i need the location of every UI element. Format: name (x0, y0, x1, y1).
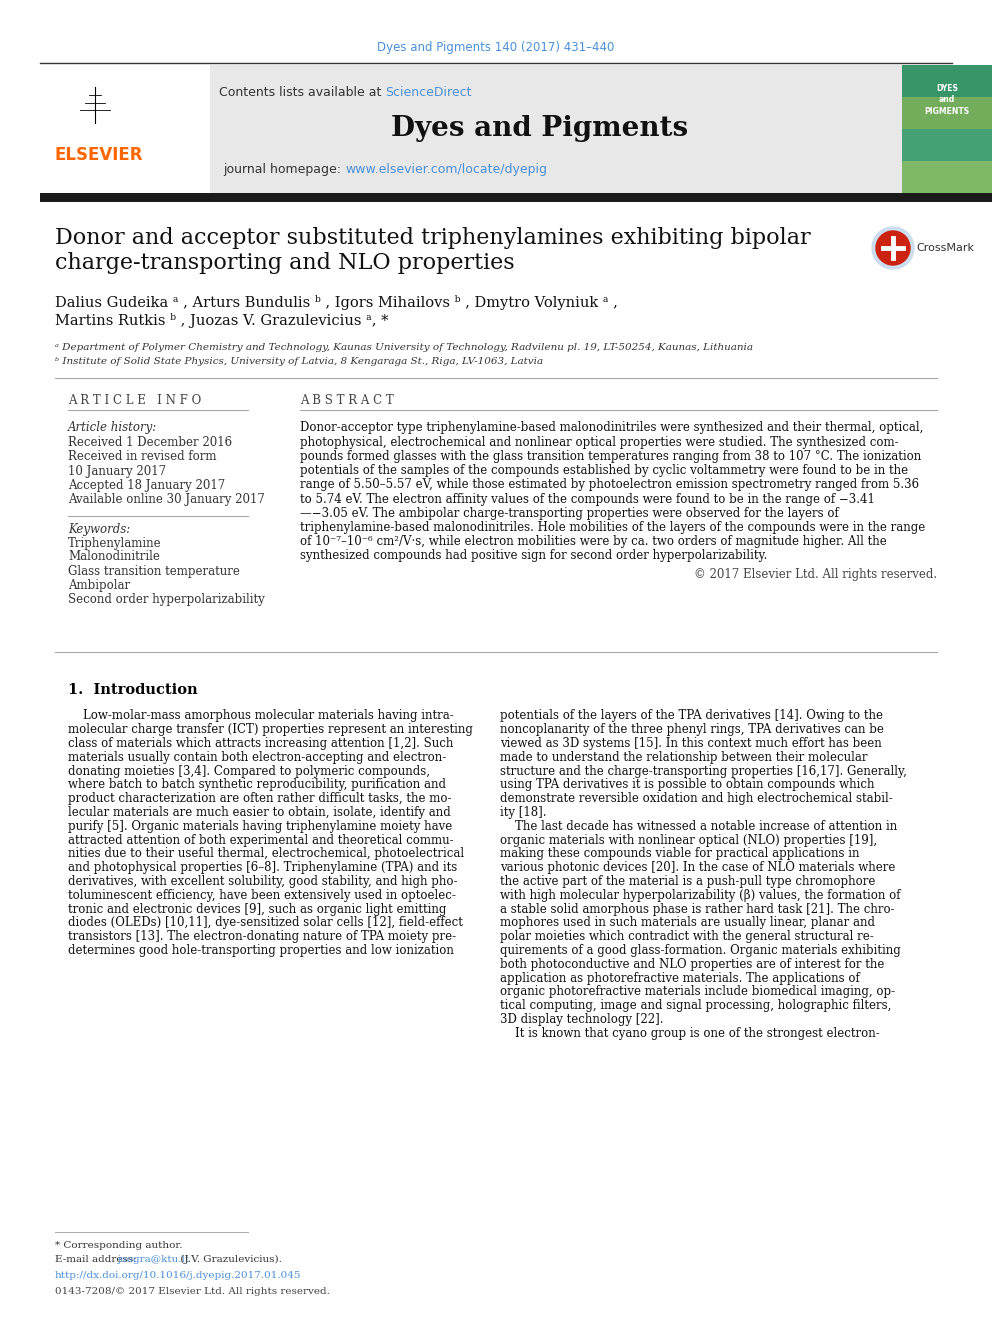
Text: Low-molar-mass amorphous molecular materials having intra-: Low-molar-mass amorphous molecular mater… (68, 709, 453, 722)
Text: donating moieties [3,4]. Compared to polymeric compounds,: donating moieties [3,4]. Compared to pol… (68, 765, 430, 778)
Text: organic materials with nonlinear optical (NLO) properties [19],: organic materials with nonlinear optical… (500, 833, 877, 847)
Text: where batch to batch synthetic reproducibility, purification and: where batch to batch synthetic reproduci… (68, 778, 446, 791)
Text: 3D display technology [22].: 3D display technology [22]. (500, 1013, 664, 1027)
Text: juogra@ktu.lt: juogra@ktu.lt (117, 1254, 189, 1263)
Bar (902, 161, 992, 193)
Text: materials usually contain both electron-accepting and electron-: materials usually contain both electron-… (68, 751, 446, 763)
Text: —−3.05 eV. The ambipolar charge-transporting properties were observed for the la: —−3.05 eV. The ambipolar charge-transpor… (300, 507, 839, 520)
Bar (40, 65, 210, 193)
Text: 1.  Introduction: 1. Introduction (68, 683, 197, 697)
Text: various photonic devices [20]. In the case of NLO materials where: various photonic devices [20]. In the ca… (500, 861, 896, 875)
Text: Available online 30 January 2017: Available online 30 January 2017 (68, 492, 265, 505)
Text: attracted attention of both experimental and theoretical commu-: attracted attention of both experimental… (68, 833, 453, 847)
Text: derivatives, with excellent solubility, good stability, and high pho-: derivatives, with excellent solubility, … (68, 875, 457, 888)
Text: E-mail address:: E-mail address: (55, 1254, 140, 1263)
Text: 0143-7208/© 2017 Elsevier Ltd. All rights reserved.: 0143-7208/© 2017 Elsevier Ltd. All right… (55, 1286, 330, 1295)
Text: organic photorefractive materials include biomedical imaging, op-: organic photorefractive materials includ… (500, 986, 895, 999)
Text: with high molecular hyperpolarizability (β) values, the formation of: with high molecular hyperpolarizability … (500, 889, 901, 902)
Text: http://dx.doi.org/10.1016/j.dyepig.2017.01.045: http://dx.doi.org/10.1016/j.dyepig.2017.… (55, 1271, 302, 1281)
Text: Martins Rutkis ᵇ , Juozas V. Grazulevicius ᵃ, *: Martins Rutkis ᵇ , Juozas V. Grazulevici… (55, 312, 389, 328)
Text: pounds formed glasses with the glass transition temperatures ranging from 38 to : pounds formed glasses with the glass tra… (300, 450, 922, 463)
Text: making these compounds viable for practical applications in: making these compounds viable for practi… (500, 848, 859, 860)
Text: nities due to their useful thermal, electrochemical, photoelectrical: nities due to their useful thermal, elec… (68, 848, 464, 860)
Text: structure and the charge-transporting properties [16,17]. Generally,: structure and the charge-transporting pr… (500, 765, 907, 778)
Bar (40, 65, 952, 193)
Text: both photoconductive and NLO properties are of interest for the: both photoconductive and NLO properties … (500, 958, 885, 971)
Text: ScienceDirect: ScienceDirect (385, 86, 471, 99)
Text: Malonodinitrile: Malonodinitrile (68, 550, 160, 564)
Text: range of 5.50–5.57 eV, while those estimated by photoelectron emission spectrome: range of 5.50–5.57 eV, while those estim… (300, 479, 920, 491)
Text: potentials of the samples of the compounds established by cyclic voltammetry wer: potentials of the samples of the compoun… (300, 464, 908, 478)
Text: diodes (OLEDs) [10,11], dye-sensitized solar cells [12], field-effect: diodes (OLEDs) [10,11], dye-sensitized s… (68, 917, 463, 930)
Text: Dyes and Pigments 140 (2017) 431–440: Dyes and Pigments 140 (2017) 431–440 (377, 41, 615, 54)
Text: * Corresponding author.: * Corresponding author. (55, 1241, 183, 1249)
Text: The last decade has witnessed a notable increase of attention in: The last decade has witnessed a notable … (500, 820, 897, 833)
Text: charge-transporting and NLO properties: charge-transporting and NLO properties (55, 251, 515, 274)
Text: tronic and electronic devices [9], such as organic light emitting: tronic and electronic devices [9], such … (68, 902, 446, 916)
Text: 10 January 2017: 10 January 2017 (68, 464, 166, 478)
Text: Second order hyperpolarizability: Second order hyperpolarizability (68, 593, 265, 606)
Text: class of materials which attracts increasing attention [1,2]. Such: class of materials which attracts increa… (68, 737, 453, 750)
Text: polar moieties which contradict with the general structural re-: polar moieties which contradict with the… (500, 930, 874, 943)
Text: A R T I C L E   I N F O: A R T I C L E I N F O (68, 393, 201, 406)
Bar (902, 65, 992, 97)
Text: journal homepage:: journal homepage: (223, 164, 345, 176)
Text: Glass transition temperature: Glass transition temperature (68, 565, 240, 578)
Text: ity [18].: ity [18]. (500, 806, 547, 819)
Text: viewed as 3D systems [15]. In this context much effort has been: viewed as 3D systems [15]. In this conte… (500, 737, 882, 750)
Text: product characterization are often rather difficult tasks, the mo-: product characterization are often rathe… (68, 792, 451, 806)
Text: Accepted 18 January 2017: Accepted 18 January 2017 (68, 479, 225, 492)
Text: a stable solid amorphous phase is rather hard task [21]. The chro-: a stable solid amorphous phase is rather… (500, 902, 895, 916)
Text: Dyes and Pigments: Dyes and Pigments (392, 115, 688, 142)
Text: Article history:: Article history: (68, 422, 158, 434)
Text: and photophysical properties [6–8]. Triphenylamine (TPA) and its: and photophysical properties [6–8]. Trip… (68, 861, 457, 875)
Text: photophysical, electrochemical and nonlinear optical properties were studied. Th: photophysical, electrochemical and nonli… (300, 435, 899, 448)
Text: potentials of the layers of the TPA derivatives [14]. Owing to the: potentials of the layers of the TPA deri… (500, 709, 883, 722)
Text: purify [5]. Organic materials having triphenylamine moiety have: purify [5]. Organic materials having tri… (68, 820, 452, 833)
Text: It is known that cyano group is one of the strongest electron-: It is known that cyano group is one of t… (500, 1027, 880, 1040)
Circle shape (876, 232, 910, 265)
Bar (902, 97, 992, 130)
Text: the active part of the material is a push-pull type chromophore: the active part of the material is a pus… (500, 875, 875, 888)
Bar (40, 193, 992, 202)
Text: application as photorefractive materials. The applications of: application as photorefractive materials… (500, 971, 860, 984)
Text: Donor-acceptor type triphenylamine-based malonodinitriles were synthesized and t: Donor-acceptor type triphenylamine-based… (300, 422, 924, 434)
Text: lecular materials are much easier to obtain, isolate, identify and: lecular materials are much easier to obt… (68, 806, 450, 819)
Text: ELSEVIER: ELSEVIER (55, 146, 144, 164)
Text: Triphenylamine: Triphenylamine (68, 537, 162, 549)
Text: quirements of a good glass-formation. Organic materials exhibiting: quirements of a good glass-formation. Or… (500, 945, 901, 957)
Text: © 2017 Elsevier Ltd. All rights reserved.: © 2017 Elsevier Ltd. All rights reserved… (693, 568, 937, 581)
Text: toluminescent efficiency, have been extensively used in optoelec-: toluminescent efficiency, have been exte… (68, 889, 456, 902)
Text: CrossMark: CrossMark (916, 243, 974, 253)
Text: A B S T R A C T: A B S T R A C T (300, 393, 394, 406)
Text: molecular charge transfer (ICT) properties represent an interesting: molecular charge transfer (ICT) properti… (68, 724, 473, 737)
Text: triphenylamine-based malonodinitriles. Hole mobilities of the layers of the comp: triphenylamine-based malonodinitriles. H… (300, 521, 926, 534)
Text: ᵇ Institute of Solid State Physics, University of Latvia, 8 Kengaraga St., Riga,: ᵇ Institute of Solid State Physics, Univ… (55, 357, 544, 366)
Text: made to understand the relationship between their molecular: made to understand the relationship betw… (500, 751, 867, 763)
Text: Keywords:: Keywords: (68, 523, 130, 536)
Text: www.elsevier.com/locate/dyepig: www.elsevier.com/locate/dyepig (345, 164, 547, 176)
Text: noncoplanarity of the three phenyl rings, TPA derivatives can be: noncoplanarity of the three phenyl rings… (500, 724, 884, 737)
Text: of 10⁻⁷–10⁻⁶ cm²/V·s, while electron mobilities were by ca. two orders of magnit: of 10⁻⁷–10⁻⁶ cm²/V·s, while electron mob… (300, 534, 887, 548)
Text: (J.V. Grazulevicius).: (J.V. Grazulevicius). (177, 1254, 282, 1263)
Bar (902, 65, 992, 193)
Text: DYES
and
PIGMENTS: DYES and PIGMENTS (925, 83, 969, 116)
Text: tical computing, image and signal processing, holographic filters,: tical computing, image and signal proces… (500, 999, 892, 1012)
Text: using TPA derivatives it is possible to obtain compounds which: using TPA derivatives it is possible to … (500, 778, 875, 791)
Text: demonstrate reversible oxidation and high electrochemical stabil-: demonstrate reversible oxidation and hig… (500, 792, 893, 806)
Text: Ambipolar: Ambipolar (68, 578, 130, 591)
Text: Dalius Gudeika ᵃ , Arturs Bundulis ᵇ , Igors Mihailovs ᵇ , Dmytro Volyniuk ᵃ ,: Dalius Gudeika ᵃ , Arturs Bundulis ᵇ , I… (55, 295, 618, 310)
Circle shape (872, 228, 914, 269)
Text: Received 1 December 2016: Received 1 December 2016 (68, 437, 232, 450)
Text: Donor and acceptor substituted triphenylamines exhibiting bipolar: Donor and acceptor substituted triphenyl… (55, 228, 810, 249)
Text: Received in revised form: Received in revised form (68, 451, 216, 463)
Text: Contents lists available at: Contents lists available at (218, 86, 385, 99)
Text: determines good hole-transporting properties and low ionization: determines good hole-transporting proper… (68, 945, 454, 957)
Text: mophores used in such materials are usually linear, planar and: mophores used in such materials are usua… (500, 917, 875, 930)
Text: transistors [13]. The electron-donating nature of TPA moiety pre-: transistors [13]. The electron-donating … (68, 930, 456, 943)
Bar (902, 130, 992, 161)
Text: synthesized compounds had positive sign for second order hyperpolarizability.: synthesized compounds had positive sign … (300, 549, 768, 562)
Text: ᵃ Department of Polymer Chemistry and Technology, Kaunas University of Technolog: ᵃ Department of Polymer Chemistry and Te… (55, 344, 753, 352)
Text: to 5.74 eV. The electron affinity values of the compounds were found to be in th: to 5.74 eV. The electron affinity values… (300, 492, 875, 505)
